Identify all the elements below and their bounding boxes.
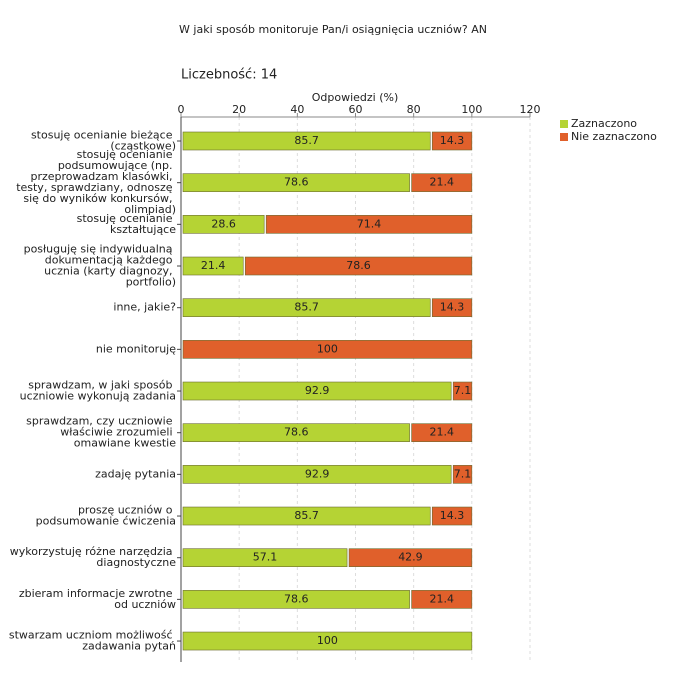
data-label: 14.3 [440,509,465,522]
data-label: 21.4 [201,259,226,272]
bar-segment [182,465,452,484]
bar-segment [265,215,473,234]
y-tick-label: posługuję się indywidualną dokumentacją … [24,243,176,289]
y-tick-label: stosuję ocenianie bieżące (cząstkowe) [31,129,176,153]
data-label: 21.4 [429,426,454,439]
bar-segment [431,298,473,317]
data-label: 85.7 [294,301,319,314]
chart-title: W jaki sposób monitoruje Pan/i osiągnięc… [179,23,487,36]
y-tick-label: stosuję ocenianie podsumowujące (np. prz… [16,148,176,216]
y-tick-label: stosuję ocenianie kształtujące [77,212,177,236]
data-label: 57.1 [253,551,278,564]
x-tick-label: 120 [520,103,541,116]
data-label: 100 [317,634,338,647]
x-tick-label: 40 [290,103,304,116]
bar-segment [452,465,473,484]
bar-segment [411,423,473,442]
bar-segment [431,506,473,526]
bar-segment [182,131,431,151]
bar-segment [182,256,244,276]
y-tick-label: wykorzystuję różne narzędzia diagnostycz… [10,545,176,569]
chart-subtitle: Liczebność: 14 [181,68,277,83]
bar-segment [182,340,473,359]
x-tick-label: 0 [178,103,185,116]
data-label: 14.3 [440,301,465,314]
data-label: 85.7 [294,134,319,147]
data-label: 14.3 [440,134,465,147]
x-tick-label: 80 [407,103,421,116]
legend-swatch [560,120,568,128]
bar-segment [182,548,348,568]
data-label: 21.4 [429,176,454,189]
bar-segment [244,256,473,276]
bar-segment [431,131,473,151]
bar-segment [411,173,473,192]
x-tick-label: 20 [232,103,246,116]
y-tick-label: sprawdzam, czy uczniowie właściwie zrozu… [26,415,176,450]
legend-swatch [560,133,568,141]
data-label: 78.6 [284,592,309,605]
data-label: 78.6 [284,176,309,189]
data-label: 85.7 [294,509,319,522]
bar-segment [411,590,473,609]
y-tick-label: proszę uczniów o podsumowanie ćwiczenia [36,504,176,528]
y-tick-label: inne, jakie? [113,301,176,314]
y-tick-label: zbieram informacje zwrotne od uczniów [19,587,176,611]
y-tick-label: stwarzam uczniom możliwość zadawania pyt… [9,629,176,653]
data-label: 92.9 [305,467,330,480]
data-label: 78.6 [284,426,309,439]
data-label: 21.4 [429,592,454,605]
data-label: 28.6 [211,217,236,230]
y-tick-label: nie monitoruję [96,342,176,355]
data-label: 71.4 [357,217,382,230]
legend-label: Nie zaznaczono [571,130,657,143]
bar-segment [348,548,473,568]
x-axis-title: Odpowiedzi (%) [312,91,399,104]
data-label: 7.1 [454,467,472,480]
bar-segment [182,381,452,401]
x-tick-label: 100 [461,103,482,116]
bar-segment [452,381,473,401]
data-label: 100 [317,342,338,355]
data-label: 7.1 [454,384,472,397]
y-tick-label: sprawdzam, w jaki sposób uczniowie wykon… [20,379,176,403]
bar-segment [182,298,431,317]
bar-segment [182,215,265,234]
bar-segment [182,506,431,526]
y-tick-label: zadaję pytania [95,467,176,480]
bar-segment [182,590,410,609]
bar-segment [182,631,473,651]
data-label: 42.9 [398,551,423,564]
bar-segment [182,173,410,192]
bar-segment [182,423,410,442]
legend-label: Zaznaczono [571,117,637,130]
data-label: 78.6 [346,259,371,272]
x-tick-label: 60 [349,103,363,116]
data-label: 92.9 [305,384,330,397]
